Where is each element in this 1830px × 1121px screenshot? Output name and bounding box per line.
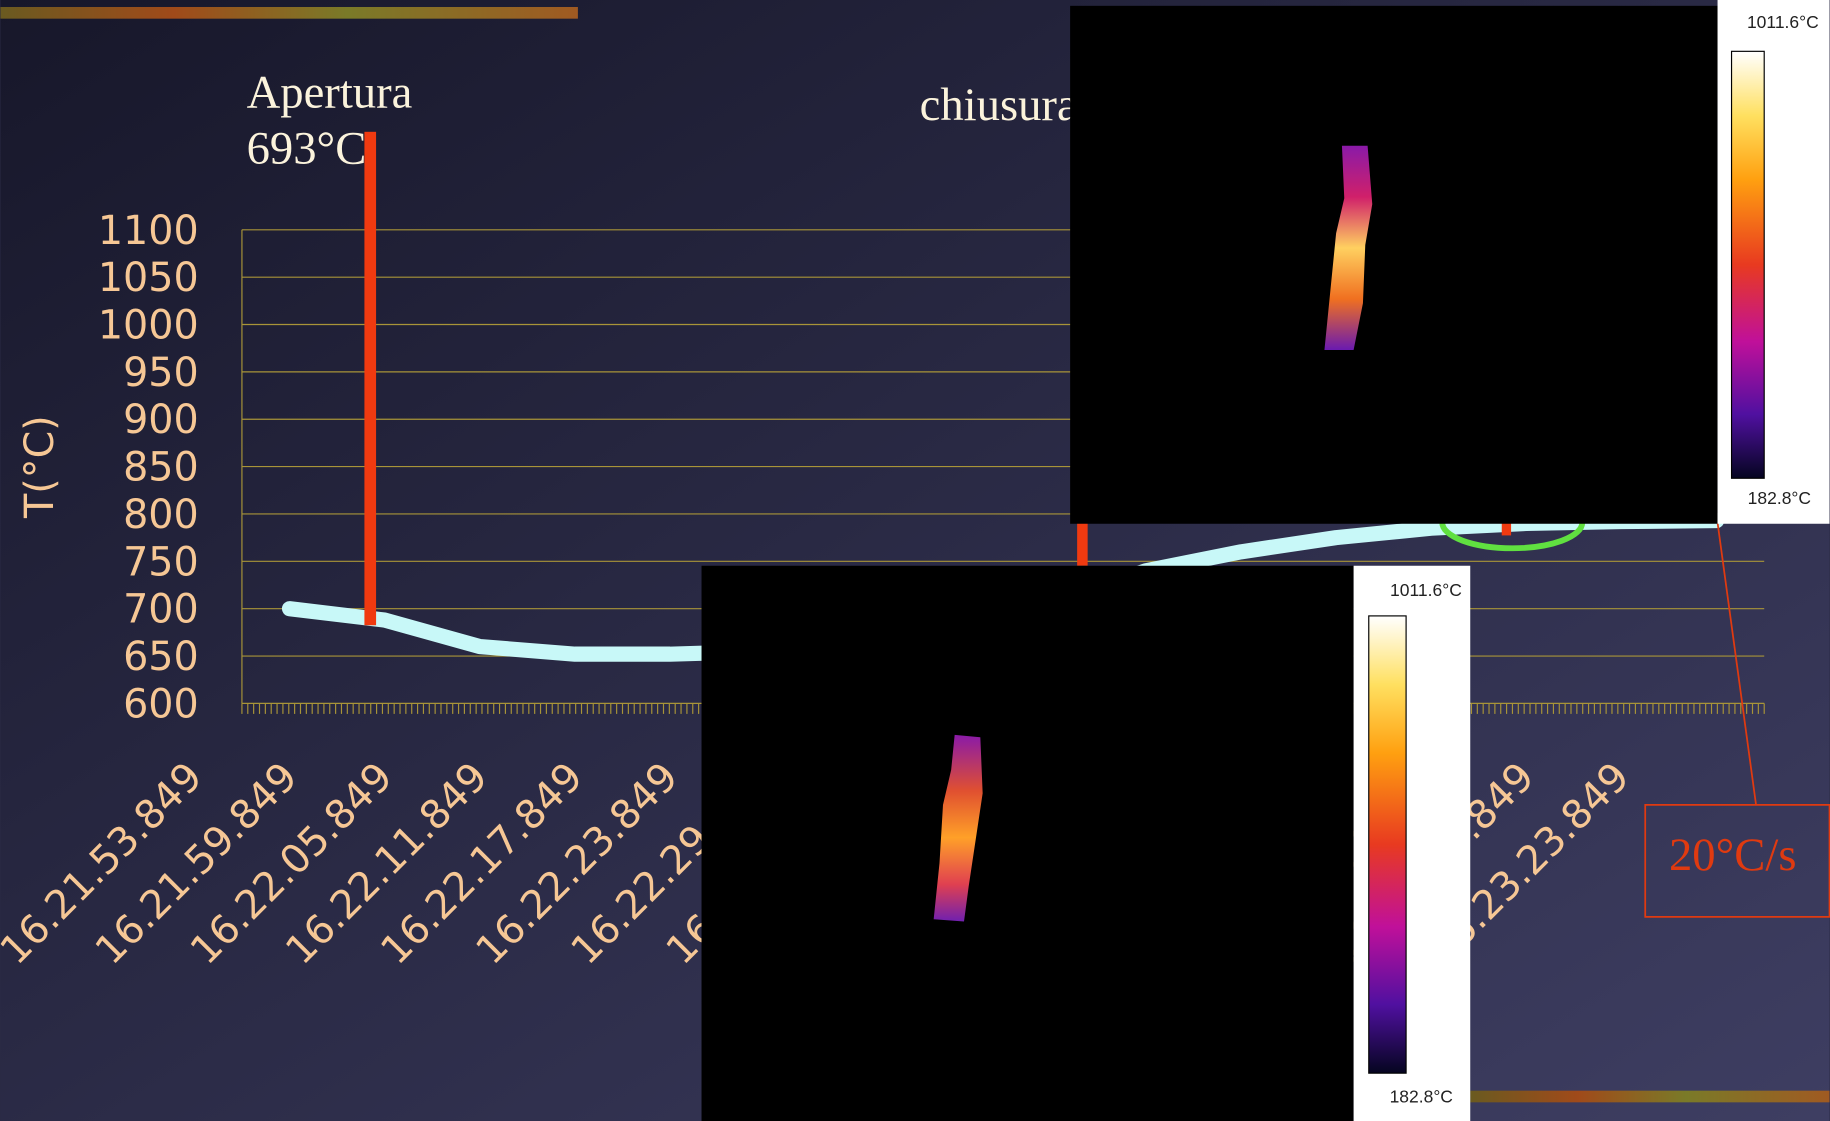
annotation: Apertura [247, 66, 413, 118]
colorbar-max: 1011.6°C [1747, 12, 1819, 32]
colorbar-max: 1011.6°C [1390, 580, 1462, 600]
colorbar-min: 182.8°C [1390, 1086, 1453, 1106]
y-tick-label: 900 [123, 397, 199, 443]
slide: T(°C) Apertura 693°C chiusura 6006507007… [0, 0, 1830, 1121]
decoration [0, 7, 577, 19]
colorbar [1732, 51, 1765, 478]
y-tick-label: 850 [123, 445, 199, 491]
colorbar [1369, 616, 1406, 1073]
page: T(°C) Apertura 693°C chiusura 6006507007… [0, 0, 1830, 1121]
annotation: chiusura [920, 79, 1078, 131]
y-tick-label: 700 [123, 587, 199, 633]
decoration [1470, 1091, 1829, 1103]
annotation: 693°C [247, 122, 367, 174]
y-tick-label: 650 [123, 634, 199, 680]
y-tick-label: 750 [123, 539, 199, 585]
y-tick-label: 800 [123, 492, 199, 538]
y-tick-label: 1100 [98, 208, 199, 254]
y-axis-label: T(°C) [17, 415, 63, 519]
y-tick-label: 1050 [98, 255, 199, 301]
open-marker [364, 132, 376, 625]
thermal-image [702, 566, 1354, 1121]
y-tick-label: 950 [123, 350, 199, 396]
callout-text: 20°C/s [1669, 829, 1797, 881]
y-tick-label: 600 [123, 681, 199, 727]
colorbar-min: 182.8°C [1748, 488, 1811, 508]
thermal-image [1070, 6, 1717, 524]
y-tick-label: 1000 [98, 303, 199, 349]
